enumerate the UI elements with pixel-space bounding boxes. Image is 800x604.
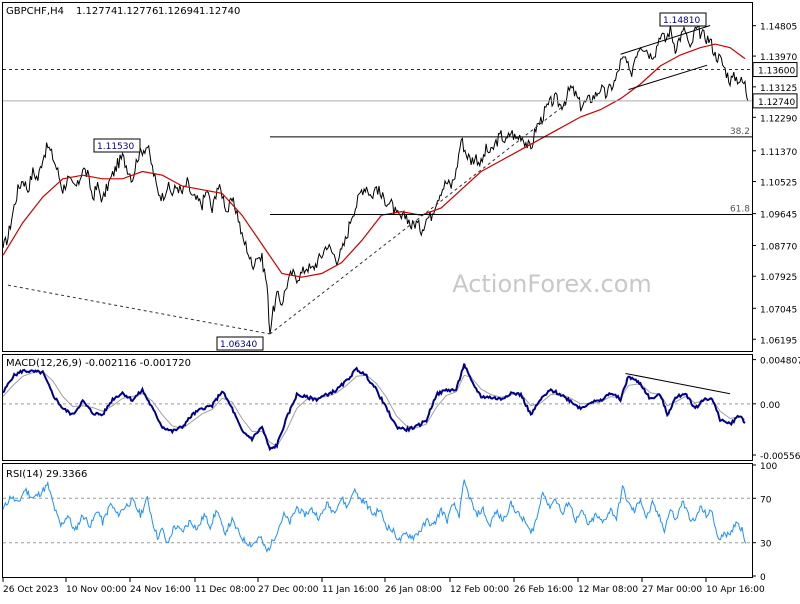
price-tick-label: 1.12290: [760, 114, 797, 124]
trendline: [620, 25, 711, 55]
macd-tick-label: 0.004807: [760, 357, 800, 367]
macd-tick-label: -0.005567: [760, 452, 800, 462]
price-annotation-label: 1.06340: [220, 340, 257, 350]
x-tick-label: 12 Feb 00:00: [450, 585, 509, 595]
current-price-label: 1.12740: [758, 98, 795, 108]
x-tick-label: 12 Mar 08:00: [578, 585, 638, 595]
price-annotation-label: 1.14810: [663, 16, 700, 26]
price-tick-label: 1.10525: [760, 179, 797, 189]
price-tick-label: 1.07925: [760, 273, 797, 283]
price-tick-label: 1.08770: [760, 242, 797, 252]
moving-average-line: [2, 43, 746, 278]
marked-level-label: 1.13600: [758, 67, 795, 77]
x-tick-label: 11 Jan 16:00: [322, 585, 379, 595]
macd-trendline: [625, 372, 731, 395]
price-annotation-label: 1.11530: [97, 142, 134, 152]
fib-level-label: 61.8: [730, 205, 750, 215]
macd-line: [2, 363, 746, 452]
price-annotation-box: [93, 138, 141, 153]
fib-level-label: 38.2: [730, 127, 750, 137]
price-annotation-box: [659, 12, 707, 27]
x-tick-label: 26 Oct 2023: [3, 585, 59, 595]
x-tick-label: 27 Dec 00:00: [258, 585, 319, 595]
ohlc-high: 1.12776: [117, 6, 158, 17]
price-tick-label: 1.11370: [760, 148, 797, 158]
macd-label: MACD(12,26,9) -0.002116 -0.001720: [6, 358, 191, 369]
trendline: [7, 284, 271, 335]
x-tick-label: 11 Dec 08:00: [195, 585, 256, 595]
rsi-tick-label: 0: [760, 573, 766, 583]
price-line: [2, 24, 749, 334]
trendline: [269, 103, 567, 335]
price-tick-label: 1.13125: [760, 84, 797, 94]
rsi-line: [2, 479, 747, 553]
rsi-tick-label: 30: [760, 540, 772, 550]
watermark: ActionForex.com: [452, 270, 652, 298]
price-tick-label: 1.06195: [760, 336, 797, 346]
ohlc-low: 1.12694: [158, 6, 199, 17]
marked-level-box: [752, 62, 798, 78]
macd-tick-label: 0.00: [760, 401, 780, 411]
macd-panel-frame: [2, 354, 753, 461]
current-price-box: [752, 93, 798, 109]
x-tick-label: 26 Feb 16:00: [514, 585, 573, 595]
x-tick-label: 27 Mar 00:00: [642, 585, 702, 595]
rsi-panel-frame: [2, 463, 753, 578]
price-panel-frame: [2, 2, 753, 352]
ohlc-close: 1.12740: [199, 6, 240, 17]
price-annotation-box: [216, 336, 264, 351]
x-tick-label: 26 Jan 08:00: [385, 585, 442, 595]
price-tick-label: 1.14805: [760, 23, 797, 33]
chart-symbol: GBPCHF,H4: [6, 6, 64, 17]
x-tick-label: 10 Apr 16:00: [706, 585, 765, 595]
trendline: [628, 64, 708, 91]
x-tick-label: 24 Nov 16:00: [130, 585, 191, 595]
price-tick-label: 1.13970: [760, 53, 797, 63]
rsi-label: RSI(14) 29.3366: [6, 469, 87, 480]
rsi-tick-label: 100: [760, 462, 777, 472]
price-tick-label: 1.09645: [760, 211, 797, 221]
rsi-tick-label: 70: [760, 495, 772, 505]
x-tick-label: 10 Nov 00:00: [66, 585, 127, 595]
ohlc-open: 1.12774: [76, 6, 117, 17]
price-tick-label: 1.07045: [760, 305, 797, 315]
